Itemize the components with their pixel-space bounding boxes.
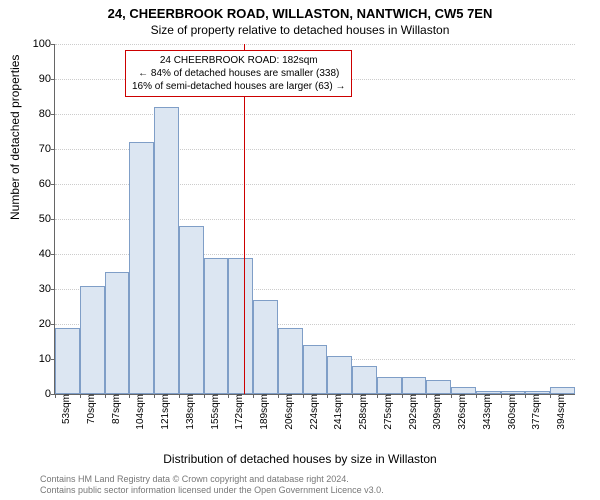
histogram-bar [179, 226, 204, 394]
x-tick-label: 343sqm [480, 394, 493, 430]
x-tick-label: 309sqm [430, 394, 443, 430]
y-tick-label: 80 [21, 108, 55, 120]
chart-title: 24, CHEERBROOK ROAD, WILLASTON, NANTWICH… [0, 0, 600, 21]
annotation-line-1: 24 CHEERBROOK ROAD: 182sqm [132, 54, 345, 67]
x-tick-label: 121sqm [158, 394, 171, 430]
y-tick-label: 50 [21, 213, 55, 225]
histogram-bar [55, 328, 80, 395]
plot-area: 010203040506070809010053sqm70sqm87sqm104… [54, 44, 575, 395]
x-tick-label: 258sqm [356, 394, 369, 430]
x-tick-label: 70sqm [84, 394, 97, 424]
footer-line-1: Contains HM Land Registry data © Crown c… [40, 474, 590, 485]
x-axis-label: Distribution of detached houses by size … [0, 452, 600, 466]
x-tick-label: 326sqm [455, 394, 468, 430]
annotation-line-3: 16% of semi-detached houses are larger (… [132, 80, 345, 93]
y-tick-label: 70 [21, 143, 55, 155]
x-tick-label: 241sqm [331, 394, 344, 430]
histogram-bar [327, 356, 352, 395]
histogram-bar [550, 387, 575, 394]
y-tick-label: 0 [21, 388, 55, 400]
x-tick-label: 172sqm [232, 394, 245, 430]
histogram-bar [352, 366, 377, 394]
histogram-bar [105, 272, 130, 395]
x-tick-label: 394sqm [554, 394, 567, 430]
y-axis-label: Number of detached properties [8, 55, 22, 220]
x-tick-label: 292sqm [406, 394, 419, 430]
y-tick-label: 60 [21, 178, 55, 190]
histogram-bar [426, 380, 451, 394]
x-tick-label: 360sqm [505, 394, 518, 430]
histogram-bar [303, 345, 328, 394]
y-tick-label: 100 [21, 38, 55, 50]
footer-line-2: Contains public sector information licen… [40, 485, 590, 496]
histogram-bar [451, 387, 476, 394]
histogram-bar [278, 328, 303, 395]
histogram-bar [80, 286, 105, 395]
chart-container: 24, CHEERBROOK ROAD, WILLASTON, NANTWICH… [0, 0, 600, 500]
histogram-bar [402, 377, 427, 395]
x-tick-label: 189sqm [257, 394, 270, 430]
x-tick-label: 206sqm [282, 394, 295, 430]
annotation-line-2: ← 84% of detached houses are smaller (33… [132, 67, 345, 80]
y-tick-label: 90 [21, 73, 55, 85]
x-tick-label: 275sqm [381, 394, 394, 430]
x-tick-label: 138sqm [183, 394, 196, 430]
x-tick-label: 53sqm [59, 394, 72, 424]
histogram-bar [129, 142, 154, 394]
annotation-box: 24 CHEERBROOK ROAD: 182sqm← 84% of detac… [125, 50, 352, 97]
histogram-bar [253, 300, 278, 395]
y-tick-label: 20 [21, 318, 55, 330]
y-tick-label: 40 [21, 248, 55, 260]
histogram-bar [154, 107, 179, 394]
histogram-bar [228, 258, 253, 395]
x-tick-label: 224sqm [307, 394, 320, 430]
x-tick-label: 87sqm [109, 394, 122, 424]
chart-subtitle: Size of property relative to detached ho… [0, 21, 600, 37]
histogram-bar [204, 258, 229, 395]
x-tick-label: 104sqm [133, 394, 146, 430]
x-tick-label: 377sqm [529, 394, 542, 430]
y-tick-label: 30 [21, 283, 55, 295]
histogram-bar [377, 377, 402, 395]
x-tick-label: 155sqm [208, 394, 221, 430]
footer-attribution: Contains HM Land Registry data © Crown c… [40, 474, 590, 496]
y-tick-label: 10 [21, 353, 55, 365]
